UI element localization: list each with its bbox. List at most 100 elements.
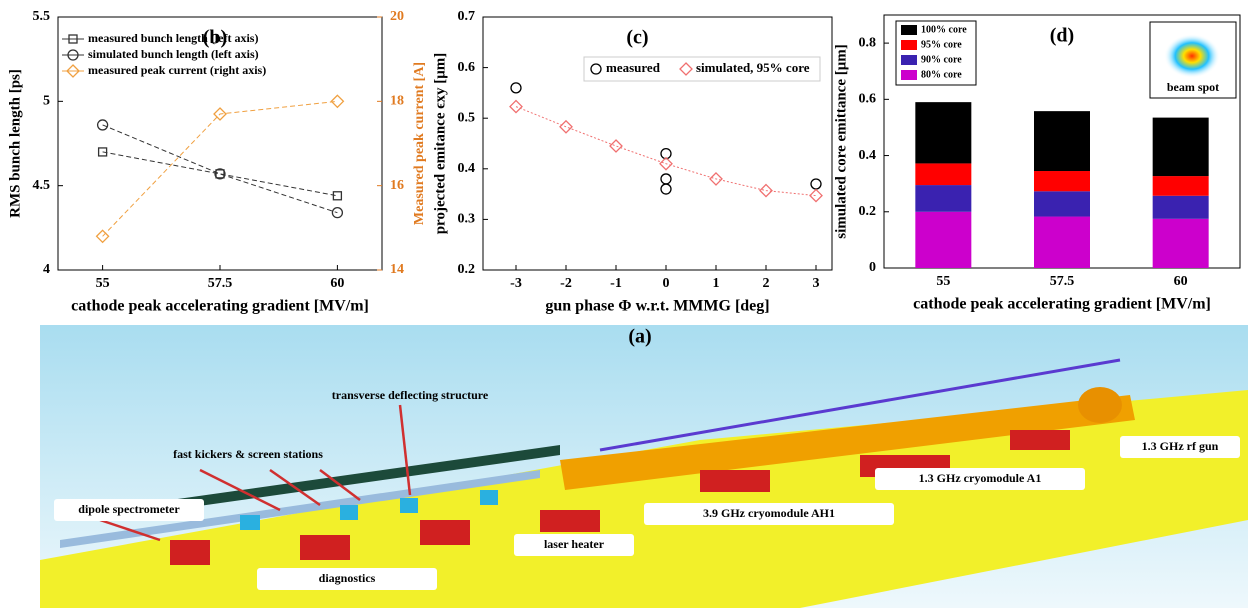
component-label: 3.9 GHz cryomodule AH1	[703, 506, 835, 520]
y-tick-label: 0.2	[859, 204, 877, 219]
bar-segment	[1152, 218, 1209, 268]
marker	[95, 229, 110, 244]
arrows	[99, 404, 412, 542]
x-tick-label: -3	[510, 276, 522, 291]
legend-box	[583, 56, 821, 82]
bar-segment	[1034, 216, 1090, 268]
label-box	[257, 568, 437, 590]
y-axis-label: projected emitance ϵxy [μm]	[432, 53, 448, 235]
bar-segment	[1152, 195, 1209, 219]
x-tick-label: 0	[663, 276, 670, 291]
marker	[331, 207, 344, 219]
marker	[330, 94, 345, 109]
y-tick-label: 0	[869, 260, 876, 275]
chart: 0.2 0.3 0.4 0.5 0.6 0.7 -3 -2 -1 0 1 2 3 gun phase Φ …	[432, 9, 833, 315]
marker	[660, 147, 672, 160]
x-tick-label: 3	[813, 276, 820, 291]
label-box	[875, 468, 1085, 490]
y2-tick-label: 14	[390, 262, 404, 277]
x-tick-label: -2	[560, 276, 572, 291]
label-box	[54, 499, 204, 521]
y2-tick-label: 18	[390, 94, 404, 109]
legend-label: measured peak current (right axis)	[88, 63, 266, 77]
marker	[679, 62, 693, 76]
marker	[660, 183, 672, 195]
component-label: dipole spectrometer	[78, 502, 180, 516]
component-label: 1.3 GHz cryomodule A1	[919, 471, 1042, 485]
x-axis-label: cathode peak accelerating gradient [MV/m…	[71, 298, 369, 315]
x-tick-label: 1	[713, 276, 720, 291]
x-tick-label: 55	[936, 274, 950, 289]
x-axis-label: cathode peak accelerating gradient [MV/m…	[913, 296, 1211, 313]
y2-tick-label: 20	[390, 9, 404, 24]
chart-title: (c)	[626, 27, 648, 49]
schematic: (a) transverse deflecting structure fast …	[40, 325, 1248, 608]
marker	[559, 119, 573, 134]
series-line	[515, 106, 817, 197]
y-tick-label: 0.4	[859, 148, 877, 163]
chart-title: (d)	[1050, 25, 1074, 47]
y-tick-label: 0.6	[458, 60, 476, 75]
y2-axis-label: Measured peak current [A]	[412, 62, 427, 225]
legend-swatch	[901, 55, 917, 65]
series-line	[102, 151, 338, 197]
bar-segment	[1034, 111, 1090, 172]
y-tick-label: 0.3	[458, 212, 476, 227]
y-tick-label: 0.5	[458, 110, 476, 125]
chart: 4 4.5 5 5.5 14 16 18 20 Measured peak current [A…	[7, 9, 427, 314]
y2-tick-label: 16	[390, 178, 404, 193]
legend-label: 95% core	[921, 39, 962, 50]
marker	[96, 119, 109, 131]
y-tick-label: 0.8	[859, 35, 877, 50]
y-axis-label: RMS bunch length [ps]	[7, 69, 23, 218]
bar-segment	[915, 102, 972, 164]
y-axis-label: simulated core emittance [μm]	[833, 44, 849, 238]
legend-label: 80% core	[921, 69, 962, 80]
marker	[97, 147, 108, 157]
label-box	[514, 534, 634, 556]
legend-label: simulated, 95% core	[696, 60, 810, 75]
marker	[590, 63, 602, 75]
legend-swatch	[901, 25, 917, 35]
bar-segment	[1034, 171, 1090, 192]
bar-segment	[1152, 117, 1209, 177]
marker	[509, 99, 523, 114]
marker	[609, 139, 623, 153]
bar-segment	[915, 211, 972, 268]
marker	[67, 49, 79, 61]
x-axis-label: gun phase Φ w.r.t. MMMG [deg]	[545, 298, 769, 315]
marker	[68, 34, 78, 44]
x-tick-label: -1	[610, 276, 622, 291]
marker	[66, 64, 80, 78]
legend-swatch	[901, 40, 917, 50]
x-tick-label: 57.5	[1050, 274, 1075, 289]
marker	[659, 156, 673, 171]
marker	[810, 178, 822, 190]
bar-segment	[1034, 191, 1090, 217]
legend-label: measured bunch length (left axis)	[88, 31, 258, 45]
marker	[214, 168, 226, 180]
y-tick-label: 0.6	[859, 92, 877, 107]
component-label: fast kickers & screen stations	[173, 447, 323, 461]
bar-segment	[915, 185, 972, 212]
component-label: laser heater	[544, 537, 605, 551]
component-label: transverse deflecting structure	[332, 388, 489, 402]
marker	[809, 188, 823, 203]
cryomodule	[560, 395, 1135, 490]
bar-segment	[1152, 176, 1209, 196]
wall	[100, 445, 560, 520]
beamline	[60, 470, 540, 548]
gun-body	[1078, 387, 1122, 423]
beam-pipe	[599, 358, 1121, 452]
legend-label: 100% core	[921, 24, 967, 35]
stations	[240, 490, 498, 530]
component-label: 1.3 GHz rf gun	[1142, 439, 1219, 453]
bar-segment	[915, 163, 972, 186]
series-line	[102, 100, 338, 237]
inset-label: beam spot	[1167, 80, 1219, 94]
marker	[332, 191, 343, 201]
series-line	[102, 124, 338, 214]
x-tick-label: 60	[1174, 274, 1188, 289]
